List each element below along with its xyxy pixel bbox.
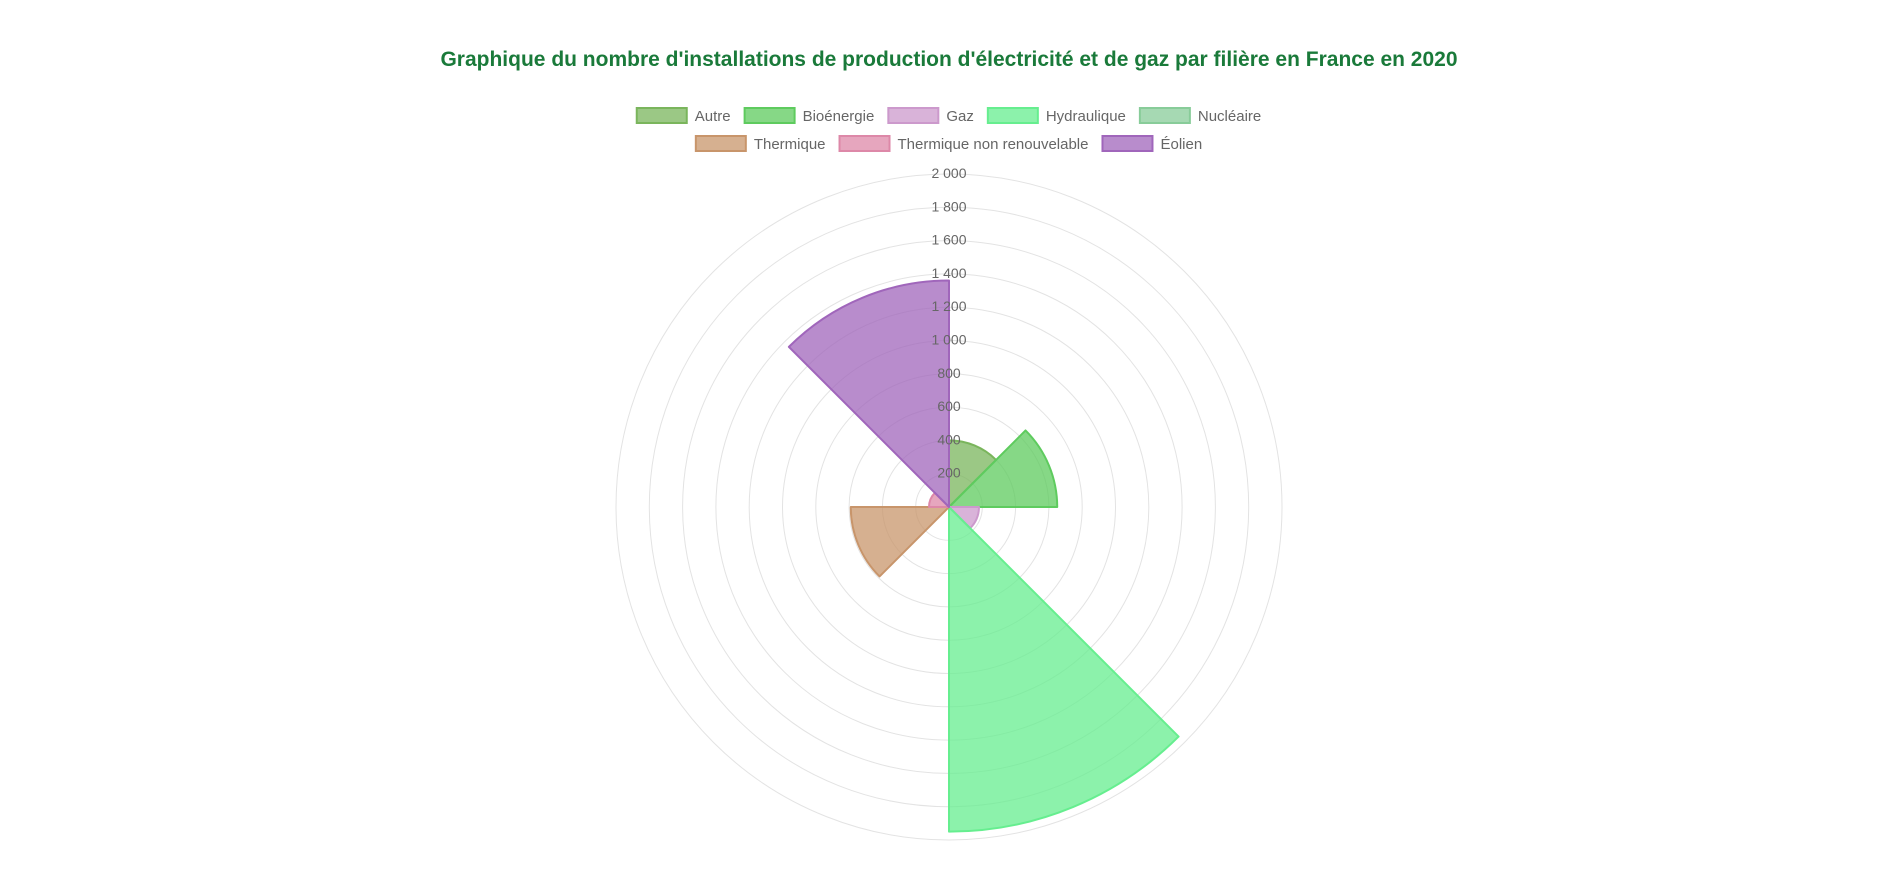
- legend-swatch: [1101, 135, 1154, 152]
- legend-item[interactable]: Hydraulique: [986, 107, 1126, 125]
- legend-item[interactable]: Gaz: [887, 107, 974, 125]
- grid-circle: [615, 173, 1283, 841]
- tick-label: 1 800: [931, 198, 966, 214]
- legend-item[interactable]: Bioénergie: [743, 107, 875, 125]
- legend-item[interactable]: Nucléaire: [1138, 107, 1261, 125]
- sector-hydraulique[interactable]: [948, 506, 1180, 833]
- legend-label: Hydraulique: [1046, 108, 1126, 125]
- legend-item[interactable]: Thermique non renouvelable: [838, 135, 1089, 153]
- tick-label: 800: [937, 365, 961, 381]
- tick-label: 1 000: [931, 332, 966, 348]
- legend-item[interactable]: Autre: [635, 107, 731, 125]
- legend-swatch: [838, 135, 891, 152]
- legend-item[interactable]: Éolien: [1101, 135, 1202, 153]
- legend-swatch: [694, 135, 747, 152]
- legend-label: Nucléaire: [1198, 108, 1261, 125]
- legend-label: Autre: [695, 108, 731, 125]
- sector--olien[interactable]: [787, 279, 950, 508]
- tick-label: 1 600: [931, 232, 966, 248]
- legend-item[interactable]: Thermique: [694, 135, 826, 153]
- tick-label: 400: [937, 431, 961, 447]
- tick-label: 600: [937, 398, 961, 414]
- tick-label: 1 200: [931, 298, 966, 314]
- tick-label: 2 000: [931, 165, 966, 181]
- legend-swatch: [887, 107, 940, 124]
- tick-label: 1 400: [931, 265, 966, 281]
- legend-swatch: [1138, 107, 1191, 124]
- legend-label: Éolien: [1160, 136, 1202, 153]
- legend-label: Bioénergie: [803, 108, 875, 125]
- legend-label: Thermique non renouvelable: [898, 136, 1089, 153]
- legend-swatch: [635, 107, 688, 124]
- tick-label: 200: [937, 465, 961, 481]
- chart-title: Graphique du nombre d'installations de p…: [440, 48, 1458, 71]
- legend-label: Gaz: [946, 108, 974, 125]
- legend-swatch: [986, 107, 1039, 124]
- sector-bio-nergie[interactable]: [948, 429, 1059, 508]
- legend: Autre Bioénergie Gaz Hydraulique Nucléaire Th…: [635, 107, 1261, 153]
- sectors: [787, 279, 1180, 833]
- legend-label: Thermique: [754, 136, 826, 153]
- legend-swatch: [743, 107, 796, 124]
- sector-thermique[interactable]: [849, 506, 950, 578]
- radial-tick-labels: 200 400 600 800 1 000 1 200 1 400 1 600 1 800 2 0…: [931, 165, 966, 481]
